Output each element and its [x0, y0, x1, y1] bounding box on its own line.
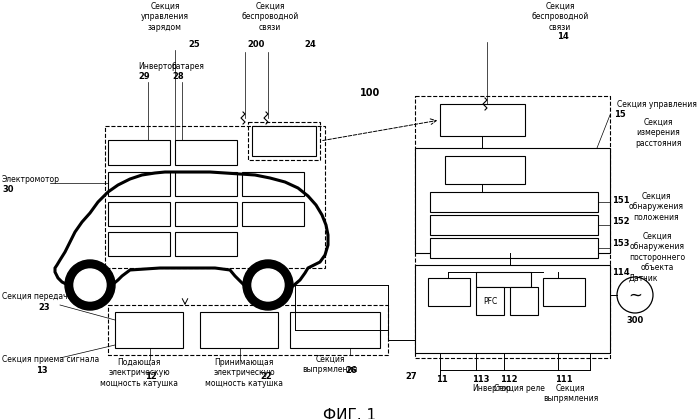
- Text: 300: 300: [626, 316, 644, 325]
- Text: Секция
измерения
расстояния: Секция измерения расстояния: [635, 118, 682, 148]
- Text: 23: 23: [38, 303, 50, 312]
- FancyBboxPatch shape: [510, 287, 538, 315]
- FancyBboxPatch shape: [543, 278, 585, 306]
- Text: 111: 111: [555, 375, 572, 384]
- Text: 113: 113: [472, 375, 489, 384]
- Text: ФИГ. 1: ФИГ. 1: [324, 408, 377, 419]
- Text: Секция
управления
зарядом: Секция управления зарядом: [141, 2, 189, 32]
- Circle shape: [74, 269, 106, 301]
- FancyBboxPatch shape: [108, 172, 170, 196]
- FancyBboxPatch shape: [175, 232, 237, 256]
- Text: 14: 14: [557, 32, 569, 41]
- FancyBboxPatch shape: [430, 238, 598, 258]
- Text: 26: 26: [345, 366, 356, 375]
- Text: Секция
обнаружения
положения: Секция обнаружения положения: [629, 192, 684, 222]
- Circle shape: [65, 260, 115, 310]
- FancyBboxPatch shape: [242, 172, 304, 196]
- Text: 27: 27: [405, 372, 417, 381]
- FancyBboxPatch shape: [108, 232, 170, 256]
- FancyBboxPatch shape: [115, 312, 183, 348]
- FancyBboxPatch shape: [476, 272, 531, 287]
- Text: 11: 11: [436, 375, 448, 384]
- FancyBboxPatch shape: [445, 156, 525, 184]
- FancyBboxPatch shape: [175, 172, 237, 196]
- Text: 13: 13: [36, 366, 48, 375]
- FancyBboxPatch shape: [252, 126, 316, 156]
- Text: 153: 153: [612, 239, 630, 248]
- Text: 25: 25: [188, 40, 200, 49]
- FancyBboxPatch shape: [290, 312, 380, 348]
- Text: 12: 12: [145, 372, 157, 381]
- Text: Секция
выпрямления: Секция выпрямления: [303, 355, 358, 375]
- FancyBboxPatch shape: [175, 140, 237, 165]
- Text: Секция передачи сигнала: Секция передачи сигнала: [2, 292, 108, 301]
- Text: Секция
беспроводной
связи: Секция беспроводной связи: [241, 2, 298, 32]
- FancyBboxPatch shape: [440, 104, 525, 136]
- Text: Инвертор: Инвертор: [138, 62, 177, 71]
- FancyBboxPatch shape: [428, 278, 470, 306]
- Text: 22: 22: [260, 372, 272, 381]
- Text: 112: 112: [500, 375, 518, 384]
- Text: Подающая
электрическую
мощность катушка: Подающая электрическую мощность катушка: [100, 358, 178, 388]
- Text: Секция приема сигнала: Секция приема сигнала: [2, 355, 99, 364]
- FancyBboxPatch shape: [175, 202, 237, 226]
- Text: 151: 151: [612, 196, 630, 205]
- Text: 30: 30: [2, 185, 13, 194]
- FancyBboxPatch shape: [200, 312, 278, 348]
- Text: Принимающая
электрическую
мощность катушка: Принимающая электрическую мощность катуш…: [205, 358, 283, 388]
- FancyBboxPatch shape: [430, 215, 598, 235]
- FancyBboxPatch shape: [415, 148, 610, 253]
- Text: 100: 100: [360, 88, 380, 98]
- Text: Датчик: Датчик: [629, 274, 658, 283]
- FancyBboxPatch shape: [108, 202, 170, 226]
- Text: 29: 29: [138, 72, 150, 81]
- Text: Секция
беспроводной
связи: Секция беспроводной связи: [531, 2, 589, 32]
- FancyBboxPatch shape: [476, 287, 504, 315]
- Text: 152: 152: [612, 217, 630, 226]
- Text: 15: 15: [614, 110, 626, 119]
- Circle shape: [252, 269, 284, 301]
- Text: 200: 200: [247, 40, 264, 49]
- Text: Секция
выпрямления: Секция выпрямления: [543, 384, 598, 403]
- Text: Секция управления: Секция управления: [617, 100, 697, 109]
- FancyBboxPatch shape: [108, 140, 170, 165]
- Text: 24: 24: [304, 40, 316, 49]
- Text: 28: 28: [172, 72, 184, 81]
- Text: ~: ~: [628, 287, 642, 305]
- FancyBboxPatch shape: [415, 265, 610, 353]
- Text: Секция
обнаружения
постороннего
объекта: Секция обнаружения постороннего объекта: [629, 232, 685, 272]
- FancyBboxPatch shape: [242, 202, 304, 226]
- Text: 114: 114: [612, 268, 630, 277]
- FancyBboxPatch shape: [430, 192, 598, 212]
- Text: Секция реле: Секция реле: [494, 384, 545, 393]
- Circle shape: [243, 260, 293, 310]
- Text: батарея: батарея: [172, 62, 205, 71]
- Text: Инвертор: Инвертор: [472, 384, 511, 393]
- Text: PFC: PFC: [483, 297, 497, 305]
- Text: Электромотор: Электромотор: [2, 175, 60, 184]
